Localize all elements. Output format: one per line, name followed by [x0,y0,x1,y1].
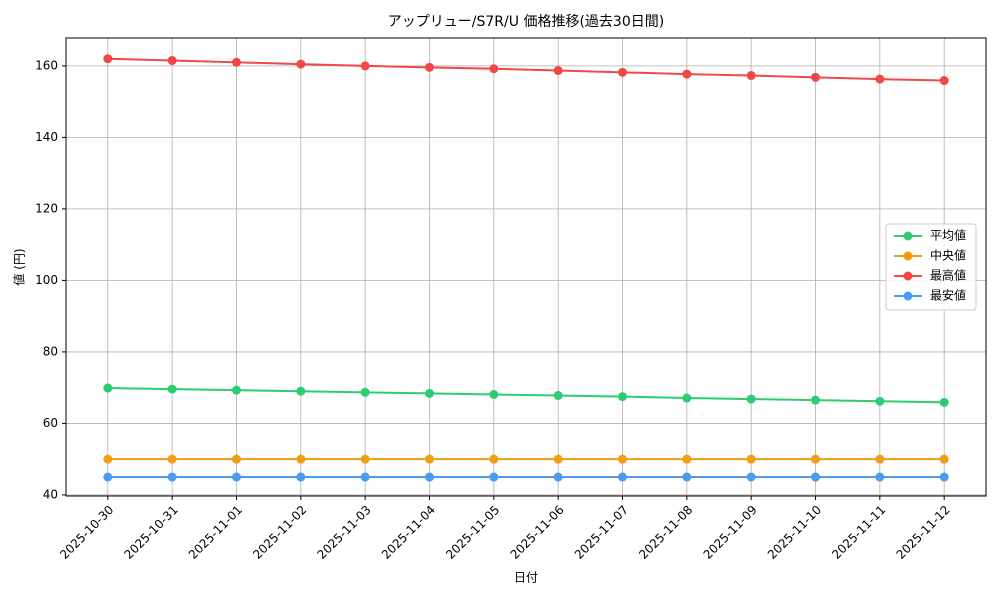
y-tick-label: 120 [35,201,58,215]
x-tick-label: 2025-11-12 [894,503,953,562]
data-point [296,472,306,482]
data-point [489,64,499,74]
data-point [103,454,113,464]
data-point [103,472,113,482]
x-tick-label: 2025-11-01 [186,503,245,562]
data-point [618,472,628,482]
data-point [360,387,370,397]
x-tick-label: 2025-11-10 [765,503,824,562]
data-point [167,384,177,394]
data-point [489,454,499,464]
y-tick-label: 60 [43,416,58,430]
data-point [811,395,821,405]
legend-label: 中央値 [930,248,966,263]
legend-marker [903,231,913,241]
x-tick-label: 2025-11-05 [443,503,502,562]
data-point [424,472,434,482]
data-point [811,72,821,82]
y-tick-label: 160 [35,58,58,72]
data-point [489,389,499,399]
data-point [553,454,563,464]
x-tick-label: 2025-11-04 [379,503,438,562]
x-axis-label: 日付 [514,571,538,585]
legend-label: 最安値 [930,288,966,303]
data-point [424,454,434,464]
data-point [103,54,113,64]
data-point [296,59,306,69]
data-point [875,396,885,406]
data-point [682,454,692,464]
y-axis-label: 値 (円) [12,248,27,285]
data-point [939,397,949,407]
data-point [682,472,692,482]
data-point [682,393,692,403]
legend-label: 最高値 [930,268,966,283]
series-line [107,57,945,82]
x-tick-label: 2025-11-11 [829,503,888,562]
data-point [424,388,434,398]
data-point [167,454,177,464]
x-tick-label: 2025-11-07 [572,503,631,562]
data-point [231,57,241,67]
data-point [231,454,241,464]
data-point [424,62,434,72]
data-point [553,66,563,76]
x-tick-label: 2025-11-06 [508,503,567,562]
data-point [746,71,756,81]
data-point [167,56,177,66]
data-point [489,472,499,482]
plot-frame [65,37,987,497]
x-tick-label: 2025-11-02 [250,503,309,562]
x-tick-label: 2025-11-08 [636,503,695,562]
data-point [618,454,628,464]
y-tick-label: 140 [35,130,58,144]
data-point [231,472,241,482]
data-point [811,472,821,482]
data-point [939,472,949,482]
y-tick-label: 80 [43,344,58,358]
legend-marker [903,251,913,261]
series-line [107,387,945,404]
x-tick-label: 2025-10-31 [122,503,181,562]
y-tick-label: 40 [43,487,58,501]
data-point [682,69,692,79]
data-point [618,67,628,77]
data-point [360,454,370,464]
legend-box [885,223,977,311]
x-tick-label: 2025-10-30 [57,503,116,562]
legend-label: 平均値 [930,228,966,243]
legend-marker [903,271,913,281]
data-point [360,472,370,482]
data-point [296,386,306,396]
data-point [939,76,949,86]
data-point [746,454,756,464]
data-point [875,454,885,464]
data-point [167,472,177,482]
data-point [875,74,885,84]
legend-marker [903,291,913,301]
data-point [103,383,113,393]
data-point [296,454,306,464]
data-point [231,385,241,395]
data-point [553,391,563,401]
data-point [875,472,885,482]
data-point [811,454,821,464]
y-tick-label: 100 [35,273,58,287]
data-point [939,454,949,464]
data-point [746,394,756,404]
x-tick-label: 2025-11-09 [701,503,760,562]
x-tick-label: 2025-11-03 [315,503,374,562]
data-point [746,472,756,482]
data-point [553,472,563,482]
chart-title: アップリュー/S7R/U 価格推移(過去30日間) [388,14,664,30]
data-point [618,392,628,402]
data-point [360,61,370,71]
